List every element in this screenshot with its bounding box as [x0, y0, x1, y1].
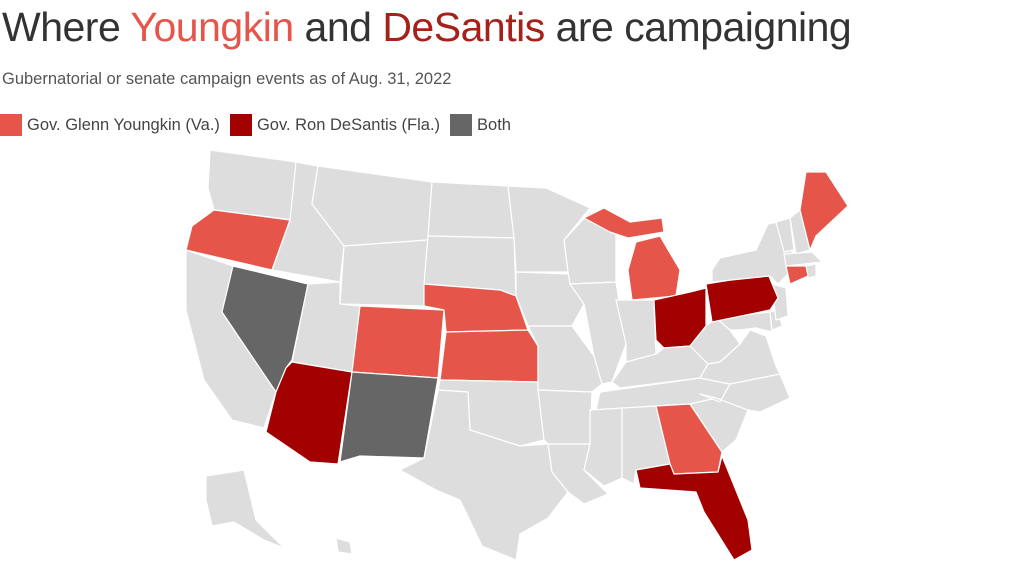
- legend-swatch-desantis: [229, 114, 252, 136]
- state-michigan: [627, 235, 681, 301]
- state-wyoming: [339, 239, 429, 307]
- state-oregon: [185, 209, 291, 271]
- state-maine: [799, 171, 849, 251]
- legend-item-desantis: Gov. Ron DeSantis (Fla.): [229, 114, 441, 136]
- state-missouri: [527, 325, 603, 393]
- title-prefix: Where: [2, 4, 131, 50]
- legend-item-youngkin: Gov. Glenn Youngkin (Va.): [0, 114, 220, 136]
- page-title: Where Youngkin and DeSantis are campaign…: [2, 2, 852, 52]
- legend-label-youngkin: Gov. Glenn Youngkin (Va.): [27, 115, 220, 134]
- state-north-carolina: [699, 373, 791, 413]
- state-illinois: [569, 281, 627, 385]
- legend-label-both: Both: [477, 115, 511, 134]
- legend-item-both: Both: [450, 114, 511, 136]
- state-colorado: [351, 305, 445, 379]
- subtitle: Gubernatorial or senate campaign events …: [2, 70, 452, 88]
- state-alaska: [205, 469, 285, 549]
- title-middle: and: [293, 4, 383, 50]
- state-kansas: [439, 329, 539, 383]
- state-virginia: [699, 329, 781, 385]
- state-new-mexico: [339, 371, 439, 463]
- state-texas: [399, 389, 569, 561]
- legend-swatch-youngkin: [0, 114, 22, 136]
- legend-label-desantis: Gov. Ron DeSantis (Fla.): [256, 115, 441, 134]
- state-mississippi: [583, 407, 623, 487]
- state-north-dakota: [427, 181, 515, 239]
- state-arkansas: [537, 389, 593, 445]
- state-florida: [635, 455, 753, 561]
- title-desantis: DeSantis: [382, 4, 545, 50]
- state-washington: [207, 149, 297, 221]
- legend: Gov. Glenn Youngkin (Va.) Gov. Ron DeSan…: [0, 114, 521, 136]
- state-massachusetts: [783, 251, 823, 267]
- state-connecticut: [785, 265, 809, 285]
- title-suffix: are campaigning: [544, 4, 852, 50]
- state-hawaii: [335, 537, 353, 555]
- state-michigan-upper: [583, 207, 665, 239]
- state-vermont: [775, 217, 795, 253]
- title-youngkin: Youngkin: [130, 4, 294, 50]
- legend-swatch-both: [450, 114, 473, 136]
